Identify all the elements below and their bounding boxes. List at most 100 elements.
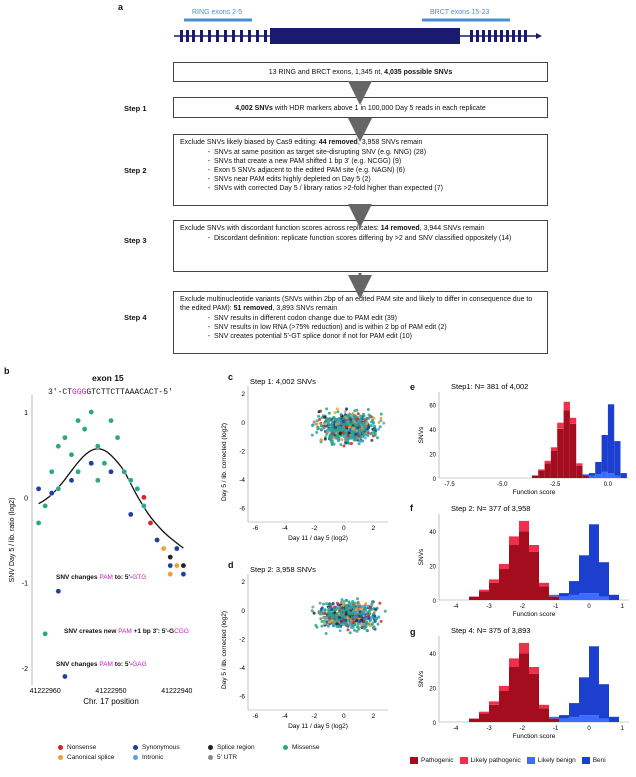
data-point [167,562,174,569]
histogram-bar [519,653,529,722]
data-point [352,609,356,613]
legend-dot-icon [133,754,138,760]
y-tick-label: -4 [239,665,245,672]
y-tick-label: -6 [239,694,245,701]
step-4-label: Step 4 [124,313,147,322]
legend-item: Synonymous [133,744,208,751]
y-tick-label: -2 [239,448,245,455]
legend-dot-icon [208,744,213,750]
x-tick-label: -3 [486,604,492,610]
panel-b-ann-2: SNV creates new PAM +1 bp 3': 5'-GCGG [64,628,189,635]
histogram-bar [539,586,549,600]
panel-b-title: exon 15 [92,373,124,383]
data-point [81,426,88,432]
data-point [356,622,360,626]
data-point [379,412,383,416]
data-point [364,607,367,610]
list-item: Exon 5 SNVs adjacent to the edited PAM s… [214,166,541,175]
data-point [355,619,359,623]
legend-swatch-icon [526,757,535,764]
data-point [339,619,343,623]
panel-g-label: g [410,627,416,637]
data-point [370,420,373,424]
data-point [354,608,358,612]
histogram-bar [479,713,489,722]
x-tick-label: -3 [486,726,492,732]
x-tick-label: -1 [553,726,559,732]
x-tick-label: 0 [342,713,346,720]
data-point [354,432,358,436]
data-point [359,414,363,418]
data-point [338,616,342,620]
data-point [368,619,372,623]
histogram-bar [579,593,589,600]
data-point [344,428,348,432]
data-point [361,609,365,613]
y-tick-label: -2 [22,666,28,673]
gene-exon [518,30,521,42]
histogram-bar [549,596,559,600]
data-point [329,613,332,616]
legend-swatch-icon [459,757,468,764]
data-point [350,625,353,629]
data-point [348,425,352,429]
x-tick-label: -4 [282,713,288,720]
data-point [371,434,375,438]
data-point [332,620,336,624]
gene-exon [500,30,503,42]
y-tick-label: 20 [429,565,436,571]
data-point [336,439,340,443]
data-point [347,600,351,604]
x-tick-label: -2.5 [550,482,561,488]
histogram-bar [599,718,609,722]
data-point [114,434,121,441]
data-point [359,623,363,626]
y-tick-label: 20 [429,687,436,693]
data-point [351,605,355,609]
data-point [379,619,383,623]
data-point [316,425,320,429]
y-axis-label: SNVs [418,548,425,565]
legend-item: Splice region [208,744,283,751]
data-point [351,617,355,621]
data-point [361,435,365,439]
data-point [134,486,141,492]
data-point [330,619,334,623]
data-point [42,631,48,637]
gene-main-block [270,28,460,44]
legend-label: Splice region [217,744,255,751]
data-point [356,601,360,605]
histogram-bar [529,667,539,674]
histogram-bar [557,428,564,478]
data-point [355,629,359,633]
data-point [361,616,365,620]
data-point [346,434,350,438]
panel-b-ann-3: SNV changes PAM to: 5'-GAG [56,661,147,668]
histogram-bar [529,545,539,552]
data-point [350,435,354,439]
step3-list: Discordant definition: replicate functio… [180,234,541,243]
panel-b-label: b [4,366,10,376]
data-point [365,629,369,632]
data-point [95,443,101,449]
gene-exon [186,30,189,42]
data-point [347,431,351,435]
legend-swatch-icon [410,757,418,764]
histogram-bar [559,593,569,597]
data-point [349,422,353,426]
y-axis-label: SNVs [418,670,425,687]
data-point [62,673,68,680]
data-point [315,625,319,629]
x-tick-label: 41222960 [30,688,61,695]
data-point [374,617,378,621]
data-point [101,460,108,467]
data-point [324,632,328,635]
x-tick-label: -4 [453,726,459,732]
data-point [369,424,373,428]
x-tick-label: -6 [252,713,258,720]
data-point [359,417,363,421]
data-point [358,439,362,443]
legend-dot-icon [283,744,288,750]
y-tick-label: 0 [241,420,245,427]
data-point [325,428,329,432]
